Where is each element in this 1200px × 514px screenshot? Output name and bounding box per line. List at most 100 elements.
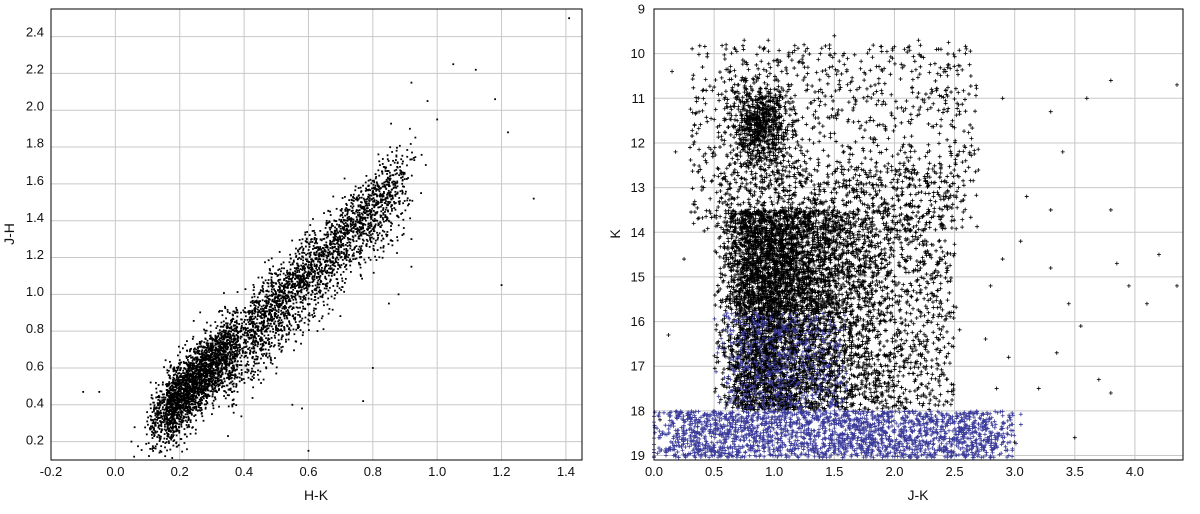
- data-point: [159, 412, 162, 415]
- data-point: [303, 281, 306, 284]
- data-point: [338, 224, 341, 226]
- data-point: [172, 382, 175, 385]
- data-point: [325, 272, 328, 275]
- data-point: [146, 423, 149, 426]
- data-point: [302, 275, 305, 278]
- data-point: [163, 398, 166, 401]
- data-point: [172, 397, 175, 400]
- data-point: [243, 311, 246, 314]
- data-point: [246, 356, 249, 359]
- data-point: [200, 381, 203, 384]
- data-point: [216, 325, 219, 327]
- data-point: [235, 404, 238, 407]
- data-point: [196, 388, 199, 390]
- data-point: [292, 259, 295, 262]
- data-point: [179, 420, 182, 423]
- data-point: [316, 272, 319, 274]
- data-point: [356, 232, 359, 235]
- data-point: [234, 376, 237, 378]
- data-point: [170, 434, 173, 436]
- data-point: [181, 419, 183, 422]
- data-point: [151, 445, 154, 448]
- data-point: [346, 223, 349, 226]
- data-point: [169, 366, 172, 369]
- data-point: [307, 297, 310, 300]
- data-point: [350, 223, 353, 226]
- data-point: [312, 309, 315, 312]
- data-point: [191, 389, 194, 392]
- data-point: [178, 430, 181, 432]
- data-point: [374, 187, 377, 190]
- data-point: [299, 247, 302, 249]
- data-point: [210, 345, 213, 348]
- data-point: [224, 372, 227, 375]
- data-point: [308, 284, 311, 287]
- data-point: [200, 362, 203, 365]
- data-point: [172, 434, 175, 437]
- data-point: [187, 371, 189, 374]
- data-point: [384, 211, 386, 213]
- data-point: [252, 370, 255, 373]
- data-point: [292, 298, 295, 301]
- data-point: [203, 357, 206, 360]
- data-point: [211, 352, 214, 354]
- data-point: [205, 395, 208, 398]
- data-point: [412, 157, 415, 159]
- data-point: [277, 269, 280, 271]
- data-point: [315, 239, 317, 242]
- data-point: [165, 429, 167, 432]
- data-point: [160, 416, 163, 419]
- data-point: [204, 359, 207, 362]
- data-point: [204, 393, 207, 396]
- data-point: [340, 250, 343, 253]
- data-point: [396, 180, 399, 183]
- data-point: [205, 354, 208, 357]
- data-point: [180, 399, 182, 401]
- data-point: [160, 422, 163, 425]
- data-point: [212, 407, 215, 410]
- data-point: [240, 373, 243, 376]
- data-point: [182, 376, 185, 379]
- data-point: [313, 237, 316, 240]
- data-point: [289, 257, 292, 260]
- data-point: [169, 392, 171, 395]
- data-point: [271, 298, 274, 301]
- data-point: [193, 347, 196, 350]
- data-point: [204, 378, 207, 381]
- data-point: [239, 364, 241, 366]
- data-point: [216, 340, 219, 343]
- data-point: [378, 190, 381, 193]
- data-point: [324, 271, 327, 274]
- data-point: [368, 202, 370, 205]
- data-point: [210, 343, 212, 346]
- data-point: [272, 308, 275, 311]
- data-point: [220, 357, 223, 359]
- data-point: [369, 221, 372, 224]
- data-point: [316, 286, 319, 288]
- data-point: [144, 426, 147, 429]
- data-point: [282, 313, 285, 316]
- data-point: [174, 386, 177, 388]
- data-point: [191, 397, 193, 400]
- data-point: [368, 204, 371, 207]
- data-point: [284, 298, 287, 301]
- data-point: [351, 254, 354, 257]
- data-point: [320, 239, 323, 242]
- data-point: [157, 417, 159, 420]
- data-point: [172, 376, 175, 379]
- data-point: [208, 382, 211, 385]
- data-point: [383, 181, 386, 184]
- data-point: [191, 400, 194, 403]
- data-point: [382, 246, 385, 249]
- data-point: [317, 275, 320, 278]
- data-point: [226, 327, 228, 330]
- data-point: [204, 337, 207, 340]
- data-point: [281, 285, 284, 288]
- data-point: [231, 371, 234, 374]
- data-point: [294, 272, 297, 275]
- data-point: [266, 339, 269, 342]
- data-point: [166, 371, 169, 374]
- data-point: [278, 285, 280, 288]
- data-point: [347, 225, 350, 228]
- data-point: [226, 376, 229, 379]
